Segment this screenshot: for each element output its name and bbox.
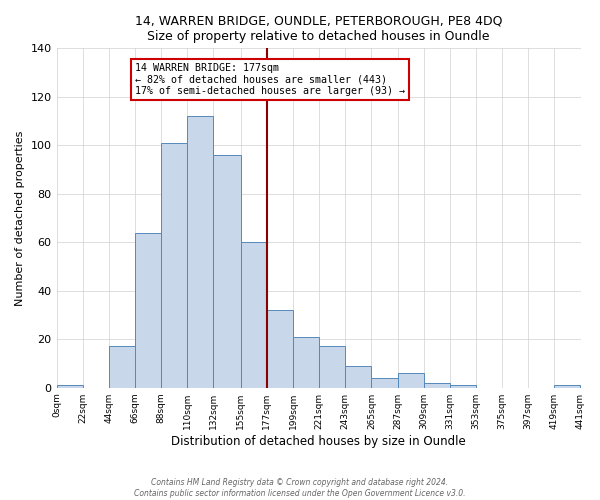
Bar bbox=[345, 366, 371, 388]
Bar bbox=[187, 116, 214, 388]
Bar bbox=[214, 155, 241, 388]
Bar bbox=[135, 232, 161, 388]
X-axis label: Distribution of detached houses by size in Oundle: Distribution of detached houses by size … bbox=[171, 434, 466, 448]
Bar bbox=[161, 143, 187, 388]
Text: Contains HM Land Registry data © Crown copyright and database right 2024.
Contai: Contains HM Land Registry data © Crown c… bbox=[134, 478, 466, 498]
Bar bbox=[319, 346, 345, 388]
Bar bbox=[554, 386, 580, 388]
Bar bbox=[424, 383, 450, 388]
Bar bbox=[56, 386, 83, 388]
Bar bbox=[450, 386, 476, 388]
Bar bbox=[241, 242, 267, 388]
Bar bbox=[267, 310, 293, 388]
Bar bbox=[398, 373, 424, 388]
Bar bbox=[371, 378, 398, 388]
Title: 14, WARREN BRIDGE, OUNDLE, PETERBOROUGH, PE8 4DQ
Size of property relative to de: 14, WARREN BRIDGE, OUNDLE, PETERBOROUGH,… bbox=[135, 15, 502, 43]
Text: 14 WARREN BRIDGE: 177sqm
← 82% of detached houses are smaller (443)
17% of semi-: 14 WARREN BRIDGE: 177sqm ← 82% of detach… bbox=[135, 63, 405, 96]
Y-axis label: Number of detached properties: Number of detached properties bbox=[15, 130, 25, 306]
Bar bbox=[293, 337, 319, 388]
Bar bbox=[109, 346, 135, 388]
